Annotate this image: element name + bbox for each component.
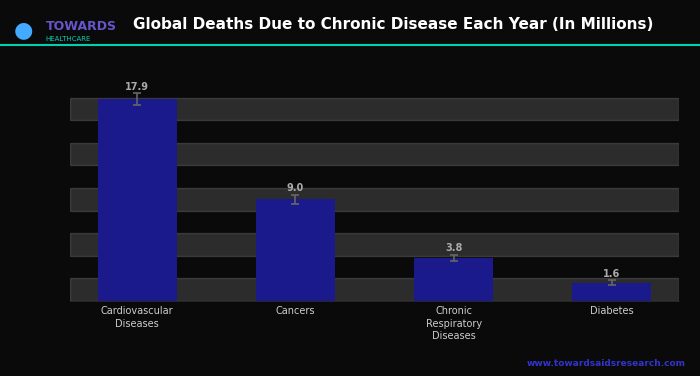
Bar <box>256 199 335 301</box>
Bar <box>70 98 679 120</box>
Text: 9.0: 9.0 <box>287 183 304 193</box>
Text: www.towardsaidsresearch.com: www.towardsaidsresearch.com <box>527 359 686 368</box>
Text: 1.6: 1.6 <box>603 269 620 279</box>
Text: 17.9: 17.9 <box>125 82 149 91</box>
Text: 3.8: 3.8 <box>445 243 462 253</box>
Text: Global Deaths Due to Chronic Disease Each Year (In Millions): Global Deaths Due to Chronic Disease Eac… <box>133 17 653 32</box>
Text: ●: ● <box>14 20 34 40</box>
Bar <box>572 283 651 301</box>
Bar <box>70 233 679 256</box>
Bar <box>70 278 679 301</box>
Bar <box>70 188 679 211</box>
Text: HEALTHCARE: HEALTHCARE <box>46 36 91 42</box>
Bar <box>70 143 679 165</box>
Bar <box>414 258 493 301</box>
Bar <box>98 99 177 301</box>
Text: TOWARDS: TOWARDS <box>46 20 116 33</box>
